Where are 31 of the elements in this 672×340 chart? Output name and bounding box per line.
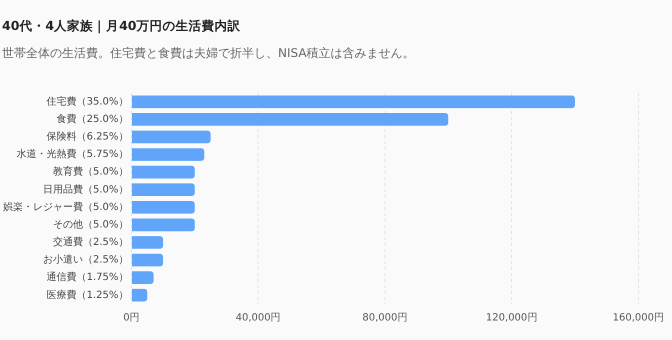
x-tick-label: 80,000円 (362, 312, 408, 324)
y-tick-label: 水道・光熱費（5.75%） (16, 148, 128, 160)
y-tick-label: 保険料（6.25%） (46, 130, 128, 143)
bar (132, 288, 148, 302)
y-tick-label: 日用品費（5.0%） (43, 183, 128, 196)
bar (132, 200, 195, 214)
bar (132, 271, 154, 284)
y-tick-label: 娯楽・レジャー費（5.0%） (3, 200, 128, 213)
chart-title: 40代・4人家族｜月40万円の生活費内訳 (2, 18, 240, 35)
bar (132, 254, 164, 266)
y-tick-label: 交通費（2.5%） (53, 236, 128, 248)
x-tick-label: 160,000円 (612, 312, 664, 324)
bar (132, 113, 448, 126)
y-tick-label: 住宅費（35.0%） (46, 95, 128, 108)
x-tick-label: 120,000円 (486, 312, 538, 324)
y-tick-label: 教育費（5.0%） (53, 166, 128, 178)
bar (132, 236, 164, 249)
bar (132, 166, 195, 178)
x-tick-label: 0円 (123, 312, 140, 324)
bar (132, 218, 195, 232)
y-tick-label: その他（5.0%） (53, 218, 128, 230)
bar (132, 130, 211, 144)
y-tick-label: お小遣い（2.5%） (43, 254, 128, 266)
chart-subtitle: 世帯全体の生活費。住宅費と食費は夫婦で折半し、NISA積立は含みません。 (2, 45, 415, 62)
x-tick-label: 40,000円 (236, 312, 281, 324)
y-tick-label: 医療費（1.25%） (46, 288, 128, 301)
bar (132, 148, 204, 161)
bar (132, 95, 575, 108)
y-tick-label: 通信費（1.75%） (46, 271, 128, 284)
y-tick-label: 食費（25.0%） (56, 112, 128, 125)
bar (132, 183, 195, 196)
